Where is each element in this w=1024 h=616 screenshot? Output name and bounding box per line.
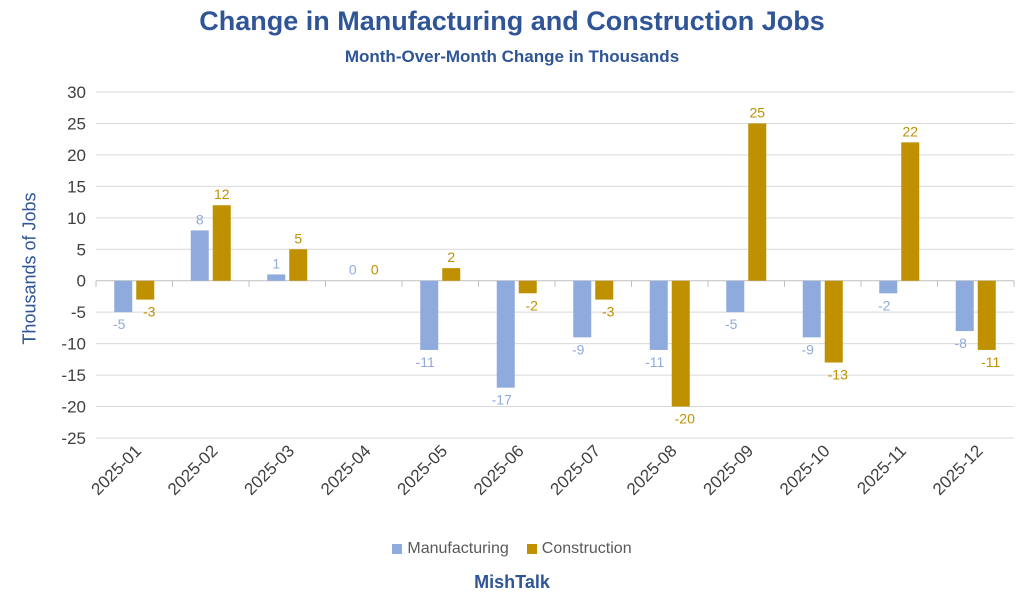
bar-manufacturing <box>114 280 133 313</box>
data-label-construction: -11 <box>981 354 1000 370</box>
y-tick-label: 5 <box>77 240 86 259</box>
bar-manufacturing <box>955 280 974 332</box>
data-label-construction: 22 <box>902 123 918 139</box>
x-tick-label: 2025-04 <box>317 441 375 499</box>
bar-manufacturing <box>420 280 439 350</box>
bar-manufacturing <box>190 230 209 281</box>
y-tick-label: -20 <box>61 398 86 417</box>
data-label-construction: -13 <box>828 367 848 383</box>
bar-construction <box>901 142 920 281</box>
x-tick-label: 2025-01 <box>88 441 146 499</box>
data-label-manufacturing: -11 <box>645 354 664 370</box>
bar-manufacturing <box>496 280 515 388</box>
data-label-construction: -3 <box>602 304 615 320</box>
y-tick-label: 25 <box>67 114 86 133</box>
x-tick-label: 2025-08 <box>623 441 681 499</box>
data-label-manufacturing: 1 <box>272 255 280 271</box>
bar-construction <box>212 205 231 281</box>
x-tick-label: 2025-12 <box>929 441 987 499</box>
data-label-manufacturing: -11 <box>416 354 435 370</box>
y-tick-label: -5 <box>71 303 86 322</box>
bar-construction <box>824 280 843 363</box>
legend-item-manufacturing: Manufacturing <box>392 540 509 558</box>
y-tick-label: -15 <box>61 366 86 385</box>
data-label-construction: 0 <box>371 262 379 278</box>
legend-item-construction: Construction <box>526 540 632 558</box>
x-tick-label: 2025-09 <box>700 441 758 499</box>
bar-manufacturing <box>573 280 592 338</box>
data-label-manufacturing: -5 <box>725 316 738 332</box>
y-tick-label: 20 <box>67 146 86 165</box>
x-tick-label: 2025-10 <box>776 441 834 499</box>
y-tick-label: 30 <box>67 83 86 102</box>
y-tick-label: 0 <box>77 272 86 291</box>
chart-subtitle: Month-Over-Month Change in Thousands <box>344 47 680 66</box>
data-label-construction: -20 <box>675 411 695 427</box>
y-tick-label: -25 <box>61 429 86 448</box>
bar-construction <box>977 280 996 350</box>
bar-construction <box>518 280 537 294</box>
x-tick-label: 2025-03 <box>241 441 299 499</box>
bar-construction <box>442 268 461 281</box>
y-tick-label: -10 <box>61 335 86 354</box>
bar-manufacturing <box>649 280 668 350</box>
data-label-manufacturing: -9 <box>802 341 815 357</box>
x-tick-label: 2025-05 <box>394 441 452 499</box>
bar-manufacturing <box>802 280 821 338</box>
data-label-manufacturing: -5 <box>113 316 126 332</box>
x-tick-label: 2025-11 <box>853 441 910 498</box>
footer-credit: MishTalk <box>474 572 550 592</box>
legend-label-construction: Construction <box>541 540 632 557</box>
legend-swatch-manufacturing <box>392 544 403 554</box>
data-label-construction: 25 <box>749 104 765 120</box>
data-label-construction: 2 <box>447 249 455 265</box>
data-label-construction: -2 <box>526 297 539 313</box>
data-label-construction: 12 <box>214 186 230 202</box>
legend-swatch-construction <box>526 544 537 554</box>
bar-construction <box>289 249 308 281</box>
bar-construction <box>136 280 155 300</box>
y-tick-label: 15 <box>67 177 86 196</box>
y-tick-label: 10 <box>67 209 86 228</box>
x-tick-label: 2025-02 <box>164 441 222 499</box>
legend: Manufacturing Construction <box>0 540 1024 558</box>
bar-manufacturing <box>879 280 898 294</box>
bar-construction <box>671 280 690 407</box>
data-label-manufacturing: -2 <box>878 297 891 313</box>
bar-manufacturing <box>267 274 286 281</box>
x-tick-label: 2025-07 <box>547 441 605 499</box>
data-label-manufacturing: 0 <box>349 262 357 278</box>
data-label-construction: -3 <box>143 304 156 320</box>
data-label-manufacturing: -8 <box>955 335 968 351</box>
legend-label-manufacturing: Manufacturing <box>407 540 509 557</box>
data-label-manufacturing: -9 <box>572 341 585 357</box>
data-label-manufacturing: 8 <box>196 211 204 227</box>
bar-construction <box>748 123 767 281</box>
data-label-construction: 5 <box>294 230 302 246</box>
x-tick-label: 2025-06 <box>470 441 528 499</box>
data-label-manufacturing: -17 <box>492 392 512 408</box>
bar-manufacturing <box>726 280 745 313</box>
bar-construction <box>595 280 614 300</box>
chart-title: Change in Manufacturing and Construction… <box>199 6 825 36</box>
